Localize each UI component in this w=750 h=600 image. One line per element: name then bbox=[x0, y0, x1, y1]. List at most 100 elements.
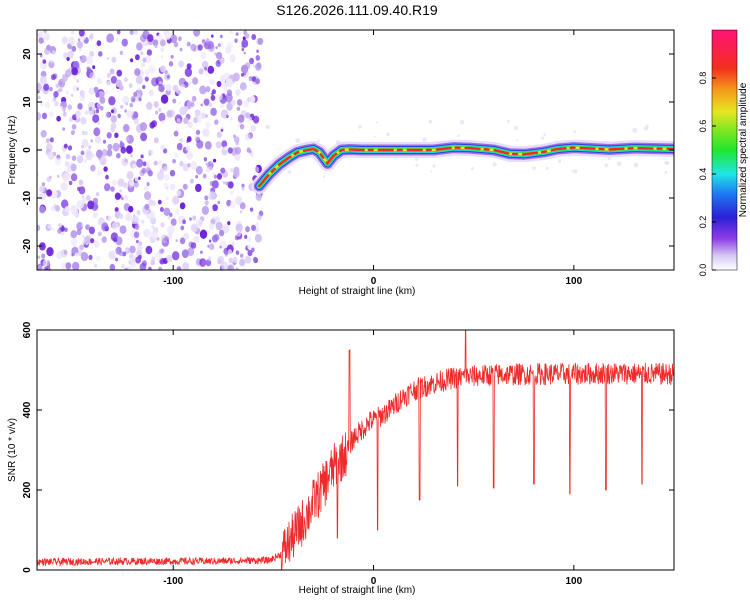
noise-blob bbox=[192, 77, 199, 85]
noise-blob bbox=[71, 45, 77, 52]
noise-blob bbox=[144, 76, 149, 82]
noise-blob bbox=[241, 39, 249, 48]
noise-blob bbox=[116, 152, 121, 159]
noise-blob bbox=[229, 117, 233, 121]
noise-blob bbox=[186, 99, 195, 110]
noise-blob bbox=[160, 47, 165, 52]
noise-blob bbox=[46, 44, 51, 51]
noise-blob bbox=[90, 238, 95, 244]
noise-blob bbox=[71, 207, 79, 216]
noise-blob bbox=[220, 128, 224, 132]
noise-blob bbox=[41, 253, 46, 259]
noise-blob bbox=[256, 49, 259, 53]
noise-blob bbox=[160, 144, 165, 150]
noise-blob bbox=[101, 222, 109, 231]
noise-blob bbox=[106, 72, 111, 78]
noise-blob bbox=[69, 156, 73, 160]
noise-blob bbox=[140, 51, 144, 56]
noise-blob bbox=[71, 30, 74, 35]
noise-blob bbox=[632, 127, 638, 133]
bottom-x-axis-ticks: -100 0 100 bbox=[163, 330, 583, 587]
noise-blob bbox=[160, 234, 168, 244]
noise-blob bbox=[65, 153, 71, 160]
noise-blob bbox=[217, 200, 221, 205]
noise-blob bbox=[79, 56, 83, 60]
noise-blob bbox=[200, 103, 203, 107]
noise-blob bbox=[247, 244, 252, 250]
noise-blob bbox=[248, 75, 253, 82]
noise-blob bbox=[197, 44, 203, 51]
noise-blob bbox=[106, 56, 110, 61]
noise-blob bbox=[235, 89, 241, 96]
noise-blob bbox=[124, 267, 128, 270]
noise-blob bbox=[37, 112, 42, 121]
noise-blob bbox=[220, 167, 226, 174]
noise-blob bbox=[116, 30, 121, 35]
noise-blob bbox=[176, 142, 183, 151]
noise-blob bbox=[144, 191, 152, 201]
noise-blob bbox=[251, 76, 257, 82]
noise-blob bbox=[194, 110, 203, 120]
noise-blob bbox=[229, 30, 233, 34]
noise-blob bbox=[81, 223, 85, 228]
noise-blob bbox=[147, 34, 154, 43]
noise-blob bbox=[200, 51, 207, 60]
noise-blob bbox=[48, 111, 54, 118]
noise-blob bbox=[39, 205, 46, 214]
noise-blob bbox=[62, 127, 66, 131]
noise-blob bbox=[102, 139, 107, 144]
noise-blob bbox=[176, 190, 181, 197]
noise-blob bbox=[141, 260, 147, 267]
noise-blob bbox=[70, 93, 74, 97]
noise-blob bbox=[165, 196, 169, 201]
noise-blob bbox=[179, 138, 184, 143]
noise-blob bbox=[172, 251, 180, 261]
noise-blob bbox=[175, 239, 178, 243]
noise-blob bbox=[134, 224, 140, 231]
noise-blob bbox=[140, 62, 144, 68]
noise-blob bbox=[71, 155, 77, 161]
noise-blob bbox=[101, 148, 108, 157]
noise-blob bbox=[60, 261, 68, 270]
noise-blob bbox=[215, 221, 223, 231]
noise-blob bbox=[207, 65, 215, 74]
noise-blob bbox=[227, 221, 231, 226]
noise-blob bbox=[212, 216, 215, 220]
noise-blob bbox=[145, 167, 152, 174]
noise-blob bbox=[252, 115, 260, 124]
bottom-x-tick-label: 0 bbox=[371, 576, 377, 587]
noise-blob bbox=[415, 163, 419, 167]
noise-blob bbox=[113, 237, 118, 243]
noise-blob bbox=[54, 100, 59, 107]
bottom-y-axis-label: SNR (10 * v/v) bbox=[7, 418, 18, 482]
noise-blob bbox=[170, 183, 176, 191]
noise-blob bbox=[176, 266, 182, 270]
noise-blob bbox=[199, 229, 208, 239]
noise-blob bbox=[188, 80, 192, 86]
noise-blob bbox=[643, 126, 649, 131]
noise-blob bbox=[257, 214, 262, 221]
noise-blob bbox=[183, 117, 189, 125]
noise-blob bbox=[168, 61, 174, 67]
noise-blob bbox=[65, 262, 72, 270]
noise-blob bbox=[133, 30, 138, 35]
noise-blob bbox=[187, 247, 195, 257]
noise-blob bbox=[193, 235, 200, 244]
noise-blob bbox=[70, 230, 78, 239]
top-x-tick-label: -100 bbox=[163, 276, 183, 287]
noise-blob bbox=[67, 104, 73, 110]
noise-blob bbox=[117, 210, 121, 215]
noise-blob bbox=[227, 249, 232, 255]
noise-blob bbox=[89, 106, 93, 111]
noise-blob bbox=[97, 121, 101, 126]
colorbar-tick-label: 0.0 bbox=[698, 264, 708, 277]
noise-blob bbox=[181, 249, 189, 259]
noise-blob bbox=[541, 136, 545, 140]
noise-blob bbox=[244, 234, 248, 239]
noise-blob bbox=[358, 125, 362, 129]
noise-blob bbox=[506, 119, 510, 123]
noise-blob bbox=[81, 145, 84, 149]
noise-blob bbox=[95, 92, 100, 98]
noise-blob bbox=[219, 41, 224, 47]
